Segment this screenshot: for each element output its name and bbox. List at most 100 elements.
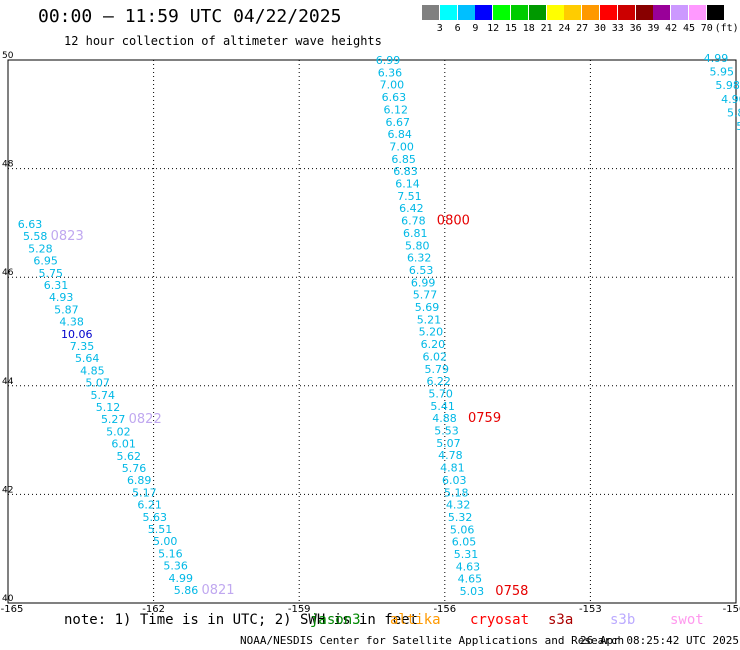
wave-height-value: 4.65 (458, 573, 483, 586)
satellite-swot: swot (670, 612, 704, 628)
wave-height-value: 6.84 (387, 128, 412, 141)
legend-label: 24 (558, 23, 571, 34)
footer-organization: NOAA/NESDIS Center for Satellite Applica… (240, 634, 625, 647)
legend-label: 30 (593, 23, 607, 34)
lat-label: 50 (2, 51, 14, 61)
legend-swatch (493, 5, 511, 20)
wave-height-value: 5.06 (450, 523, 475, 536)
legend-swatch (439, 5, 457, 20)
wave-height-value: 5.79 (425, 363, 450, 376)
legend-label: 9 (472, 23, 479, 34)
legend-label: 21 (540, 23, 553, 34)
track-left-pass: 6.635.585.286.955.756.314.935.874.3810.0… (18, 218, 235, 598)
lon-label: -159 (288, 604, 311, 615)
lon-label: -165 (1, 604, 24, 615)
satellite-altika: altika (390, 612, 441, 628)
legend-label: 70 (700, 23, 713, 34)
wave-height-value: 5.16 (158, 547, 183, 560)
wave-height-value: 5.20 (419, 326, 444, 339)
lat-label: 40 (2, 594, 14, 604)
wave-height-value: 5.58 (23, 230, 48, 243)
wave-height-value: 5.76 (122, 462, 147, 475)
wave-height-value: 5.53 (434, 425, 459, 438)
wave-height-value: 6.05 (452, 536, 477, 549)
map-subtitle: 12 hour collection of altimeter wave hei… (64, 34, 382, 48)
wave-height-value: 5.74 (91, 389, 116, 402)
satellite-s3a: s3a (548, 612, 574, 628)
legend-label: 33 (611, 23, 624, 34)
legend-swatch (600, 5, 617, 20)
wave-height-value: 5.27 (101, 413, 126, 426)
wave-height-value: 5.87 (54, 303, 79, 316)
wave-height-value: 5.28 (28, 242, 53, 255)
lat-label: 48 (2, 160, 14, 170)
wave-height-value: 7.00 (380, 79, 405, 92)
legend-swatch (546, 5, 564, 20)
wave-height-value: 5.31 (454, 548, 479, 561)
wave-height-value: 4.81 (440, 462, 465, 475)
wave-height-value: 4.90 (721, 93, 740, 106)
wave-height-value: 5.03 (460, 585, 485, 598)
wave-height-value: 6.78 (401, 215, 426, 228)
wave-height-value: 6.99 (376, 54, 401, 67)
wave-height-value: 5.12 (96, 401, 121, 414)
note-text: note: 1) Time is in UTC; 2) SWH is in fe… (64, 612, 419, 628)
wave-height-value: 6.02 (423, 350, 448, 363)
wave-height-value: 5.51 (148, 523, 173, 536)
lat-label: 44 (2, 377, 14, 387)
track-center-pass: 6.996.367.006.636.126.676.847.006.856.83… (376, 54, 529, 599)
wave-height-value: 5.17 (132, 486, 157, 499)
track-right-pass: 4.995.955.984.905.875.65.6 (704, 52, 740, 133)
lon-label: -150 (723, 604, 740, 615)
legend-swatch (582, 5, 600, 20)
wave-height-value: 5.07 (85, 377, 110, 390)
wave-height-value: 5.75 (39, 267, 64, 280)
legend-swatch (635, 5, 653, 20)
wave-height-value: 6.67 (386, 116, 411, 129)
legend-swatch (511, 5, 528, 20)
lon-label: -162 (142, 604, 165, 615)
wave-height-value: 6.36 (378, 66, 403, 79)
legend-label: 27 (576, 23, 589, 34)
legend-swatch (528, 5, 546, 20)
wave-height-value: 6.31 (44, 279, 69, 292)
wave-height-value: 5.86 (174, 584, 199, 597)
wave-height-value: 6.14 (395, 178, 420, 191)
wave-height-value: 4.38 (59, 316, 84, 329)
wave-height-value: 5.69 (415, 301, 440, 314)
map-title: 00:00 — 11:59 UTC 04/22/2025 (38, 6, 342, 27)
satellite-cryosat: cryosat (470, 612, 530, 628)
wave-height-value: 6.63 (382, 91, 407, 104)
wave-height-value: 10.06 (61, 328, 93, 341)
wave-height-value: 4.85 (80, 364, 105, 377)
wave-height-value: 5.18 (444, 486, 469, 499)
wave-height-value: 6.83 (393, 165, 418, 178)
legend-label: 39 (647, 23, 660, 34)
wave-height-value: 4.93 (49, 291, 74, 304)
wave-height-value: 7.35 (70, 340, 95, 353)
wave-height-value: 5.32 (448, 511, 473, 524)
wave-height-value: 5.80 (405, 239, 430, 252)
wave-height-value: 5.02 (106, 425, 131, 438)
wave-height-value: 6.21 (137, 499, 162, 512)
legend-label: 36 (629, 23, 642, 34)
wave-height-value: 5.36 (163, 560, 188, 573)
satellite-s3b: s3b (610, 612, 636, 628)
legend-swatch (671, 5, 689, 20)
wave-height-value: 4.99 (704, 52, 729, 65)
legend-swatch (564, 5, 582, 20)
wave-height-value: 5.00 (153, 535, 178, 548)
wave-height-value: 6.32 (407, 252, 432, 265)
legend-label: 6 (454, 23, 461, 34)
wave-height-value: 4.88 (432, 412, 457, 425)
legend-label: 3 (436, 23, 443, 34)
lat-label: 46 (2, 268, 14, 278)
wave-height-value: 7.51 (397, 190, 422, 203)
wave-height-value: 5.95 (710, 66, 735, 79)
pass-time-label: 0800 (437, 214, 470, 229)
wave-height-value: 5.62 (117, 450, 142, 463)
legend-swatch (422, 5, 439, 20)
wave-height-value: 5.41 (430, 400, 455, 413)
wave-height-value: 4.63 (456, 560, 481, 573)
